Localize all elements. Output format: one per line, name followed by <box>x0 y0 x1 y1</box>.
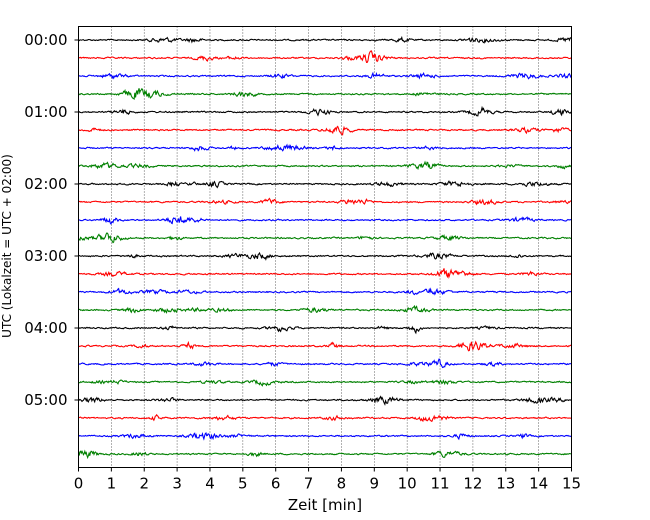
trace-line <box>78 197 572 206</box>
x-tick-label: 1 <box>107 475 117 493</box>
trace-line <box>77 449 572 460</box>
trace-line <box>78 87 572 100</box>
trace-line <box>78 125 572 136</box>
trace-line <box>78 180 572 189</box>
x-tick-label: 11 <box>430 475 449 493</box>
x-tick-label: 8 <box>337 475 347 493</box>
x-tick-label: 0 <box>74 475 84 493</box>
y-tick-label: 03:00 <box>24 247 67 265</box>
y-tick-label: 05:00 <box>24 391 67 409</box>
y-axis: 00:00 01:00 02:00 03:00 04:00 05:00 <box>24 31 79 409</box>
trace-line <box>78 379 572 387</box>
x-tick-label: 12 <box>463 475 482 493</box>
plot-frame <box>78 26 572 468</box>
trace-line <box>78 340 572 352</box>
y-tick-label: 01:00 <box>24 103 67 121</box>
trace-line <box>78 160 572 171</box>
x-tick-label: 13 <box>496 475 515 493</box>
x-tick-label: 7 <box>304 475 314 493</box>
trace-line <box>78 216 572 225</box>
trace-line <box>78 413 572 423</box>
y-tick-label: 02:00 <box>24 175 67 193</box>
x-tick-label: 4 <box>205 475 215 493</box>
x-tick-label: 15 <box>562 475 581 493</box>
trace-line <box>78 325 572 335</box>
trace-line <box>78 143 572 152</box>
trace-line <box>78 395 572 406</box>
trace-line <box>78 35 572 44</box>
trace-line <box>78 358 572 369</box>
trace-line <box>78 71 572 80</box>
y-tick-label: 04:00 <box>24 319 67 337</box>
grid-lines <box>111 26 539 468</box>
y-tick-label: 00:00 <box>24 31 67 49</box>
trace-line <box>78 431 572 441</box>
trace-line <box>78 287 572 296</box>
x-tick-label: 14 <box>529 475 548 493</box>
trace-line <box>78 268 572 280</box>
trace-line <box>78 50 572 64</box>
trace-line <box>78 232 572 244</box>
trace-group <box>77 35 572 460</box>
y-axis-label: UTC (Lokalzeit = UTC + 02:00) <box>0 154 14 338</box>
trace-line <box>78 304 572 314</box>
x-tick-label: 5 <box>238 475 248 493</box>
x-tick-label: 3 <box>172 475 182 493</box>
x-axis-label: Zeit [min] <box>288 496 362 514</box>
x-tick-label: 6 <box>271 475 281 493</box>
x-tick-label: 2 <box>139 475 149 493</box>
trace-line <box>78 105 572 117</box>
x-axis: 0 1 2 3 4 5 6 7 8 9 10 11 12 13 14 15 <box>74 467 581 493</box>
trace-line <box>78 251 572 261</box>
x-tick-label: 10 <box>398 475 417 493</box>
x-tick-label: 9 <box>370 475 380 493</box>
